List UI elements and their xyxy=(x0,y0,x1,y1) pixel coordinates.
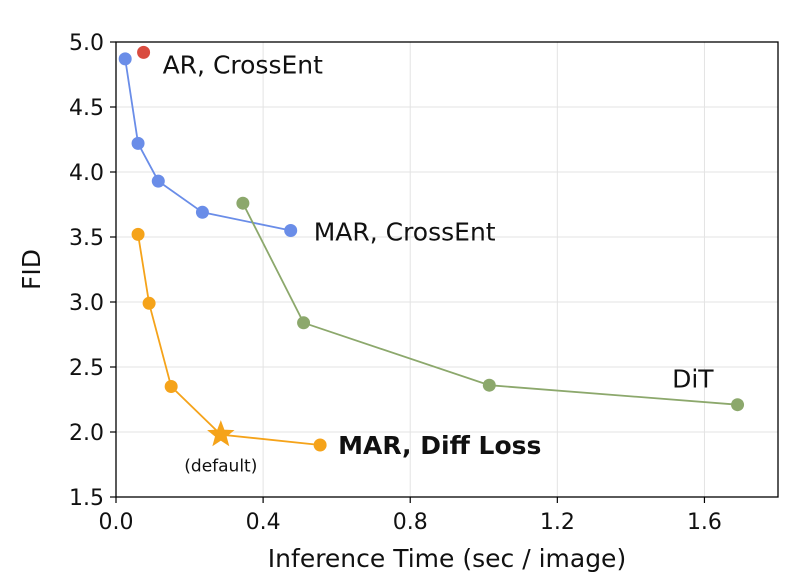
y-tick-label: 3.5 xyxy=(69,226,104,251)
data-point-ar-crossent xyxy=(137,45,151,59)
data-point-mar-crossent xyxy=(118,52,132,66)
data-point-mar-diff-loss xyxy=(164,380,178,393)
series-labels: AR, CrossEnt MAR, CrossEnt DiT MAR, Diff… xyxy=(163,50,715,476)
annotation-default: (default) xyxy=(184,457,257,477)
y-tick-label: 2.5 xyxy=(69,356,104,381)
series-layer xyxy=(118,45,745,452)
x-tick-label: 1.6 xyxy=(687,510,722,535)
y-tick-label: 4.0 xyxy=(69,161,104,186)
series-line-mar-diff-loss xyxy=(137,234,321,446)
series-line-mar-crossent xyxy=(124,58,291,232)
plot-frame xyxy=(115,41,779,498)
series-label-mar-diff-loss: MAR, Diff Loss xyxy=(338,431,541,460)
default-star-marker xyxy=(207,420,235,447)
data-point-dit xyxy=(297,316,311,330)
y-tick-label: 2.0 xyxy=(69,421,104,446)
x-tick-label: 1.2 xyxy=(540,510,575,535)
data-point-mar-crossent xyxy=(131,136,145,150)
data-point-dit xyxy=(482,378,496,392)
y-tick-label: 1.5 xyxy=(69,486,104,511)
x-tick-label: 0.4 xyxy=(246,510,281,535)
x-tick-label: 0.0 xyxy=(99,510,134,535)
data-point-mar-diff-loss xyxy=(142,296,156,310)
x-tick-label: 0.8 xyxy=(393,510,428,535)
data-point-dit xyxy=(236,196,250,210)
y-tick-label: 3.0 xyxy=(69,291,104,316)
y-axis-label: FID xyxy=(17,249,46,290)
y-tick-label: 5.0 xyxy=(69,31,104,56)
x-axis-label: Inference Time (sec / image) xyxy=(268,544,626,573)
series-line-dit xyxy=(242,202,738,406)
data-point-mar-diff-loss xyxy=(131,227,145,241)
data-point-mar-crossent xyxy=(151,174,165,188)
data-point-dit xyxy=(731,398,745,412)
series-label-dit: DiT xyxy=(672,365,714,394)
y-tick-label: 4.5 xyxy=(69,96,104,121)
series-label-mar-crossent: MAR, CrossEnt xyxy=(314,218,496,247)
axis-ticks: 0.0 0.4 0.8 1.2 1.6 1.5 2.0 2.5 3.0 3.5 4.0 4.5 5.0 xyxy=(69,31,722,535)
data-point-mar-crossent xyxy=(195,205,209,219)
data-point-mar-diff-loss xyxy=(313,438,327,452)
series-label-ar-crossent: AR, CrossEnt xyxy=(163,50,324,79)
data-point-mar-crossent xyxy=(284,224,298,237)
